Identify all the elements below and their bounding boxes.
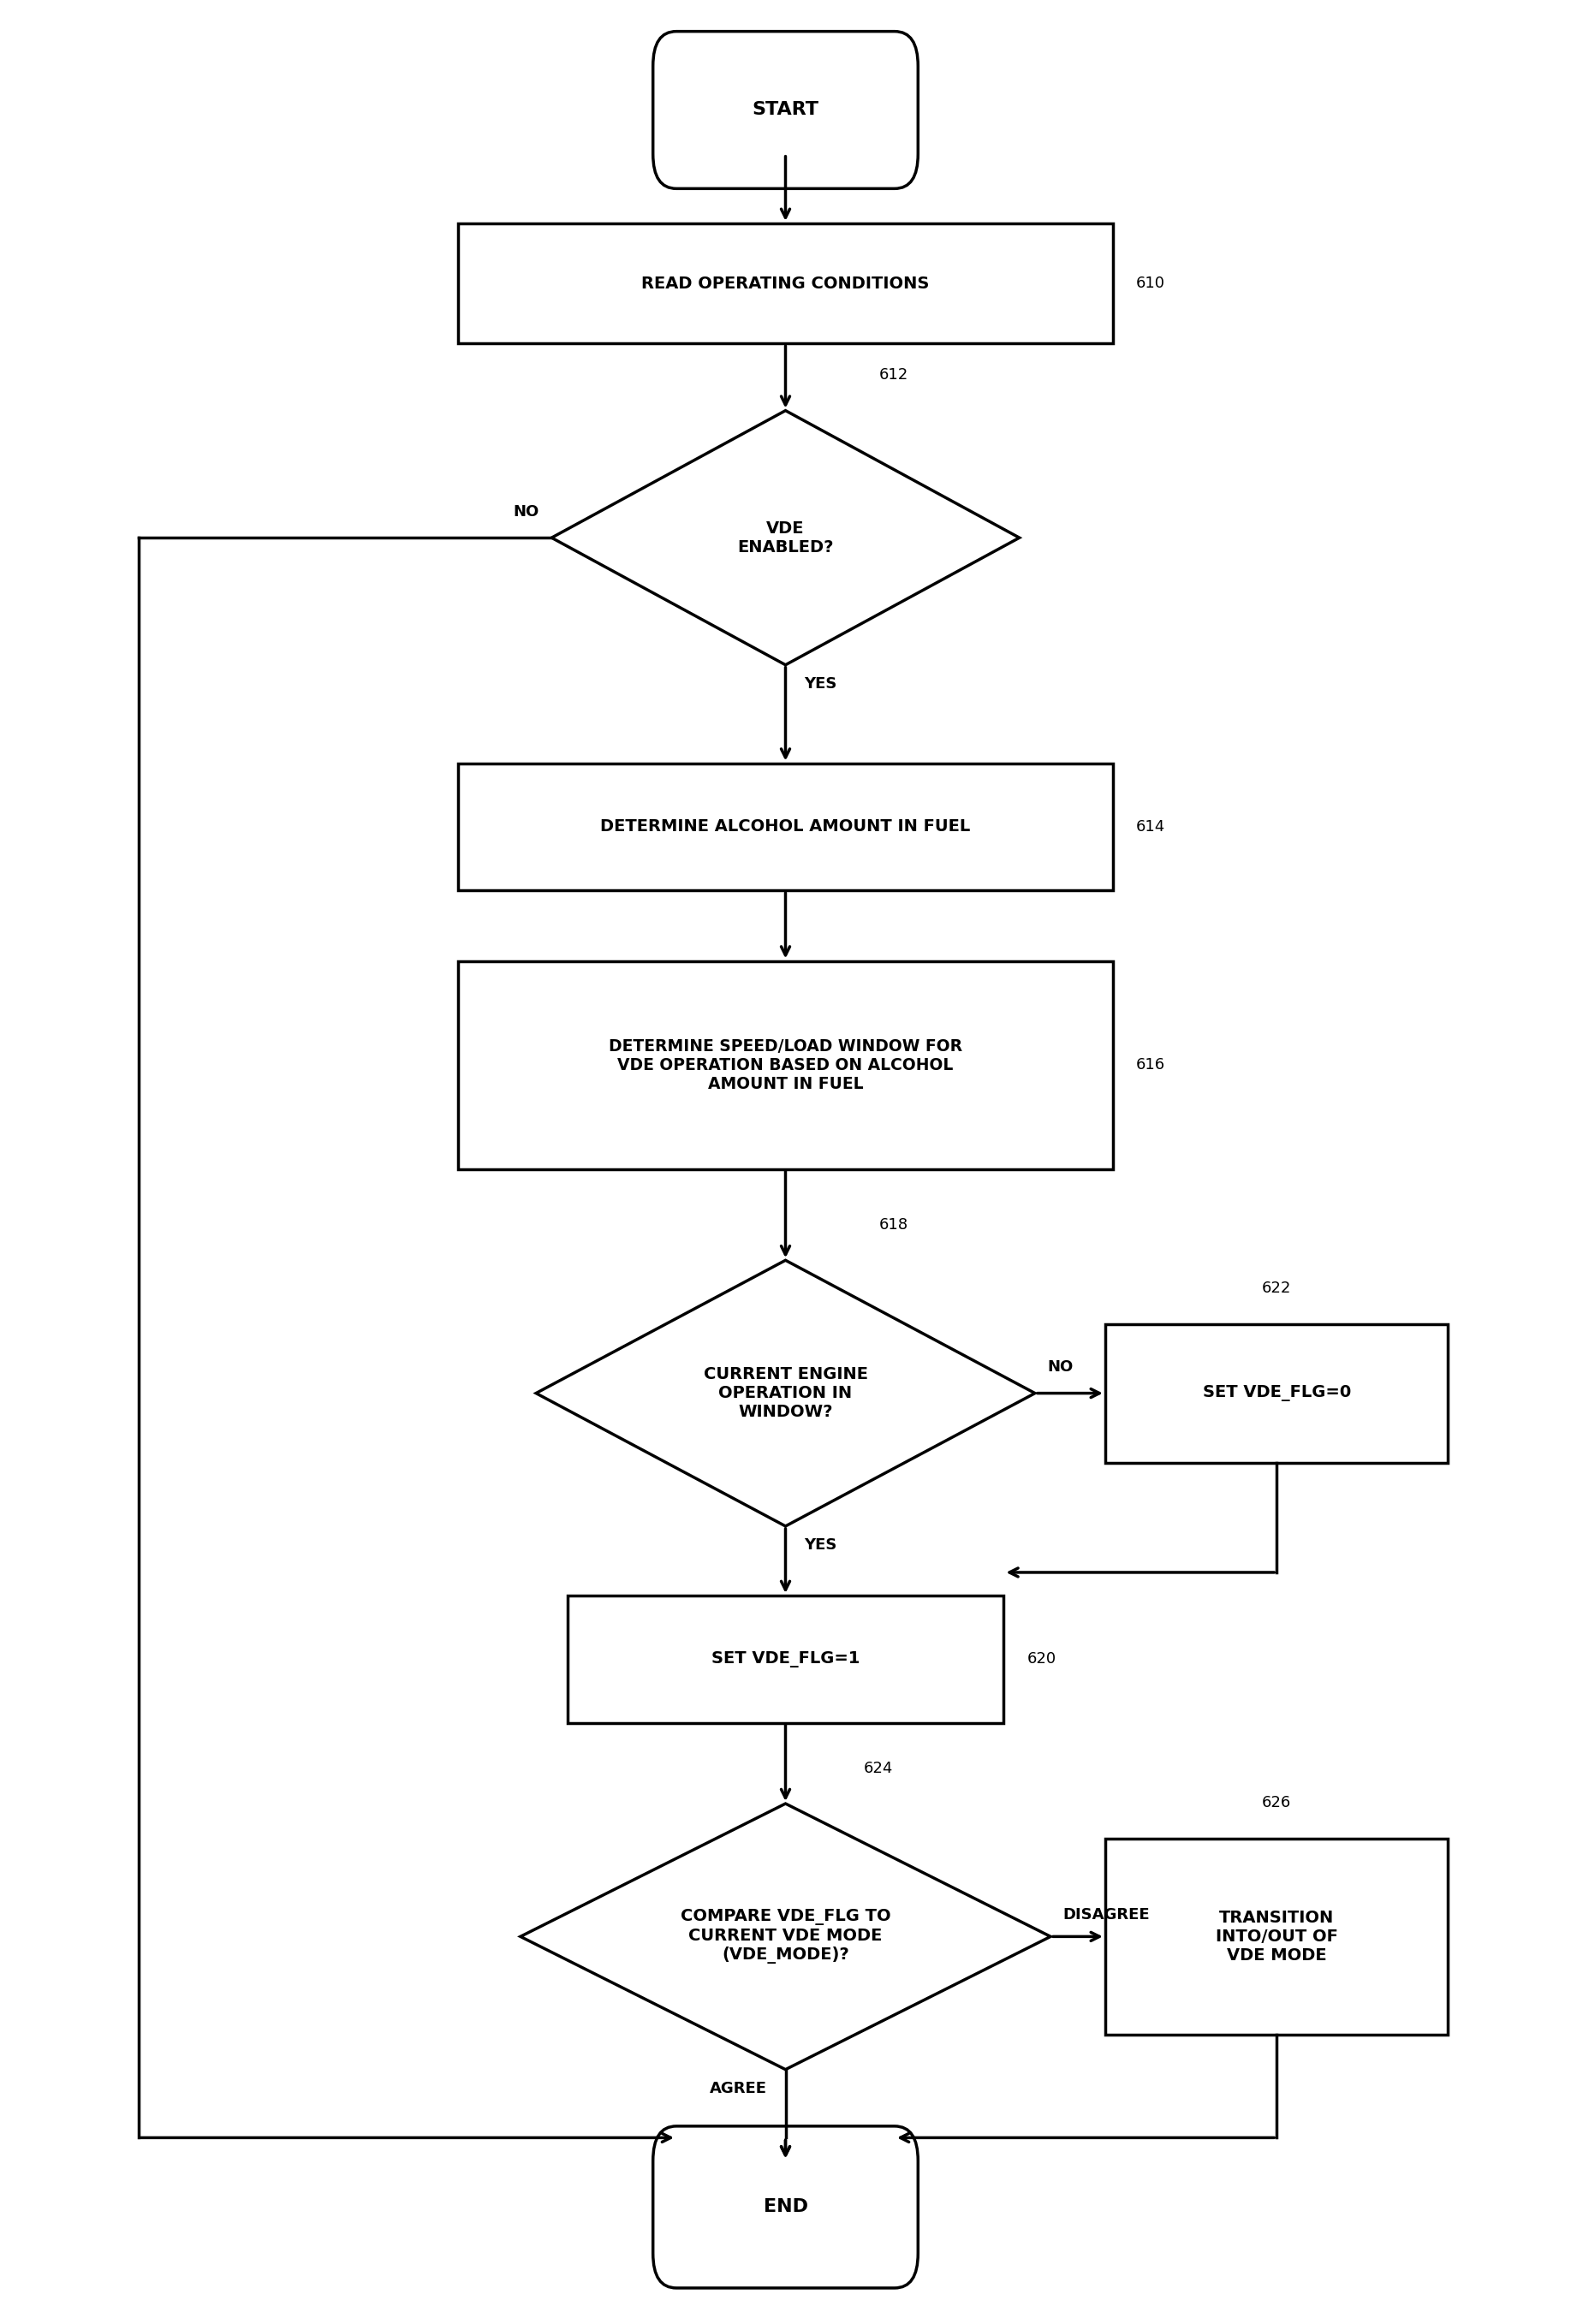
FancyBboxPatch shape xyxy=(1104,1325,1448,1462)
Text: 618: 618 xyxy=(880,1218,908,1232)
Text: YES: YES xyxy=(804,1538,837,1552)
Text: 622: 622 xyxy=(1262,1281,1291,1297)
Text: YES: YES xyxy=(804,676,837,693)
FancyBboxPatch shape xyxy=(567,1597,1004,1722)
Text: END: END xyxy=(764,2199,807,2215)
FancyBboxPatch shape xyxy=(654,33,917,188)
Text: 620: 620 xyxy=(1027,1652,1056,1666)
Polygon shape xyxy=(551,411,1020,665)
Text: 626: 626 xyxy=(1262,1794,1291,1810)
Text: TRANSITION
INTO/OUT OF
VDE MODE: TRANSITION INTO/OUT OF VDE MODE xyxy=(1216,1910,1338,1964)
FancyBboxPatch shape xyxy=(459,762,1112,890)
Text: DETERMINE SPEED/LOAD WINDOW FOR
VDE OPERATION BASED ON ALCOHOL
AMOUNT IN FUEL: DETERMINE SPEED/LOAD WINDOW FOR VDE OPER… xyxy=(608,1039,963,1092)
Text: 612: 612 xyxy=(880,367,908,383)
Text: 624: 624 xyxy=(864,1762,892,1776)
Text: VDE
ENABLED?: VDE ENABLED? xyxy=(737,521,834,555)
Text: 616: 616 xyxy=(1136,1057,1166,1074)
Text: START: START xyxy=(753,102,818,119)
Text: DISAGREE: DISAGREE xyxy=(1064,1908,1150,1922)
Text: NO: NO xyxy=(1048,1360,1073,1376)
Text: COMPARE VDE_FLG TO
CURRENT VDE MODE
(VDE_MODE)?: COMPARE VDE_FLG TO CURRENT VDE MODE (VDE… xyxy=(680,1908,891,1964)
Text: 614: 614 xyxy=(1136,818,1166,834)
Text: 610: 610 xyxy=(1136,277,1166,290)
Text: AGREE: AGREE xyxy=(710,2080,767,2096)
Text: SET VDE_FLG=0: SET VDE_FLG=0 xyxy=(1202,1385,1351,1401)
Text: DETERMINE ALCOHOL AMOUNT IN FUEL: DETERMINE ALCOHOL AMOUNT IN FUEL xyxy=(600,818,971,834)
Text: CURRENT ENGINE
OPERATION IN
WINDOW?: CURRENT ENGINE OPERATION IN WINDOW? xyxy=(704,1367,867,1420)
Text: SET VDE_FLG=1: SET VDE_FLG=1 xyxy=(712,1650,859,1666)
Polygon shape xyxy=(536,1260,1035,1527)
FancyBboxPatch shape xyxy=(654,2126,917,2289)
Text: NO: NO xyxy=(514,504,539,518)
FancyBboxPatch shape xyxy=(1104,1838,1448,2036)
Polygon shape xyxy=(520,1803,1051,2068)
Text: READ OPERATING CONDITIONS: READ OPERATING CONDITIONS xyxy=(641,274,930,290)
FancyBboxPatch shape xyxy=(459,223,1112,344)
FancyBboxPatch shape xyxy=(459,960,1112,1169)
